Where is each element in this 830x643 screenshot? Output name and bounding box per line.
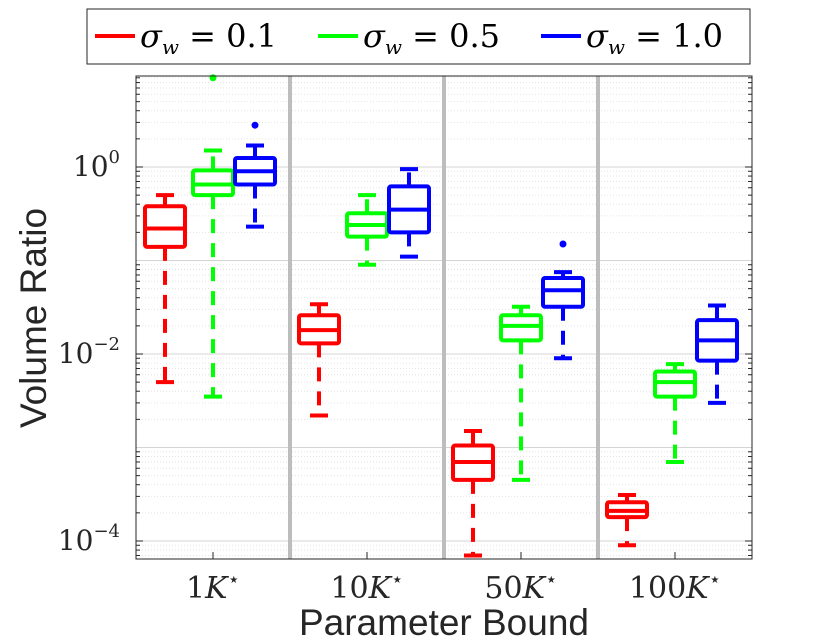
box-0-2 [451,429,495,558]
outlier-point [209,74,217,82]
legend-sigma: σ [140,17,163,55]
x-tick-symbol: K [685,571,710,606]
x-axis-label: Parameter Bound [299,602,589,643]
legend-subscript: w [385,35,402,59]
box-0-1 [297,302,341,418]
x-tick-label: 10K⋆ [330,567,403,606]
box-iqr [541,275,585,309]
x-tick-number: 50 [484,571,522,606]
x-tick-label: 1K⋆ [186,567,240,606]
legend-entry-label: σw = 0.1 [140,17,277,59]
minor-gridlines [136,77,752,556]
outlier-point [251,121,259,129]
legend-subscript: w [608,35,625,59]
box-series [143,74,739,558]
x-tick-superscript: ⋆ [227,567,240,591]
x-tick-symbol: K [522,571,547,606]
box-0-3 [605,493,649,548]
x-tick-symbol: K [204,571,229,606]
legend-value: = 0.1 [179,17,277,55]
y-tick-base: 10 [58,337,94,370]
y-tick-label: 10−4 [58,521,120,557]
y-tick-base: 10 [73,150,109,183]
legend-value: = 1.0 [625,17,723,55]
box-1-3 [653,362,697,464]
x-tick-number: 1 [186,571,205,606]
x-tick-superscript: ⋆ [545,567,558,591]
box-2-1 [387,167,431,259]
box-1-1 [345,193,389,267]
legend-value: = 0.5 [402,17,500,55]
y-tick-exponent: −2 [93,334,120,355]
legend-sigma: σ [586,17,609,55]
x-tick-label: 100K⋆ [629,567,721,606]
outlier-point [559,240,567,248]
x-tick-symbol: K [368,571,393,606]
box-2-3 [695,303,739,405]
plot-area-frame [135,75,753,560]
x-tick-number: 100 [629,571,686,606]
y-axis-label: Volume Ratio [13,208,54,428]
category-separators [288,76,600,559]
box-0-0 [143,193,187,385]
x-axis-ticks: 1K⋆ 10K⋆ 50K⋆ 100K⋆ [186,552,721,606]
y-tick-exponent: −4 [93,521,120,542]
legend-frame [86,8,751,65]
x-tick-label: 50K⋆ [484,567,557,606]
x-tick-number: 10 [330,571,368,606]
legend-subscript: w [162,35,179,59]
y-tick-label: 10−2 [58,334,120,370]
x-tick-superscript: ⋆ [391,567,404,591]
legend-entry-label: σw = 1.0 [586,17,723,59]
y-tick-base: 10 [58,524,94,557]
legend-entry-label: σw = 0.5 [363,17,500,59]
box-2-0 [233,121,277,229]
y-tick-exponent: 0 [109,147,120,168]
box-2-2 [541,240,585,361]
legend-sigma: σ [363,17,386,55]
x-tick-superscript: ⋆ [709,567,722,591]
box-1-2 [499,304,543,482]
y-tick-label: 100 [73,147,120,183]
legend: σw = 0.1 σw = 0.5 σw = 1.0 [86,8,751,65]
